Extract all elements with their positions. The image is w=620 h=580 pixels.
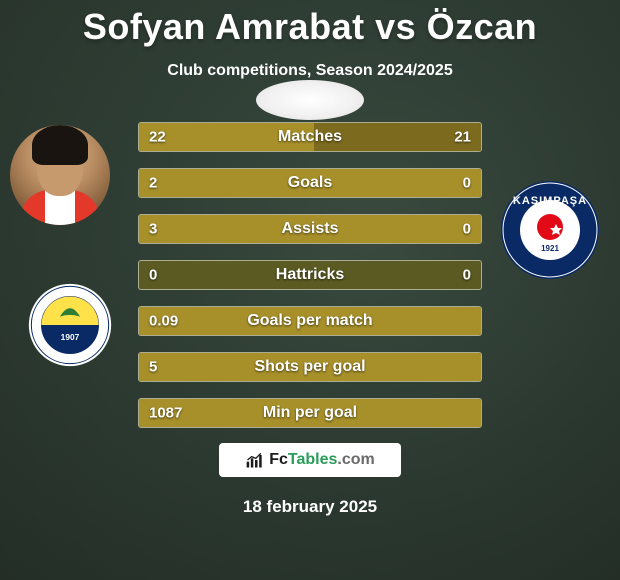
- stat-row: 1087 Min per goal: [138, 398, 482, 428]
- stat-row: 0.09 Goals per match: [138, 306, 482, 336]
- svg-text:1907: 1907: [61, 332, 80, 342]
- date-label: 18 february 2025: [243, 497, 377, 517]
- svg-text:1921: 1921: [541, 244, 559, 253]
- fctables-logo: FcTables.com: [219, 443, 401, 477]
- stat-value-left: 5: [149, 359, 157, 376]
- stat-value-right: 0: [463, 175, 471, 192]
- stat-row: 2 0 Goals: [138, 168, 482, 198]
- stat-value-left: 2: [149, 175, 157, 192]
- stat-value-left: 3: [149, 221, 157, 238]
- comparison-card: Sofyan Amrabat vs Özcan Club competition…: [0, 0, 620, 580]
- stat-row: 0 0 Hattricks: [138, 260, 482, 290]
- stat-row: 3 0 Assists: [138, 214, 482, 244]
- stat-value-left: 0: [149, 267, 157, 284]
- stat-row: 22 21 Matches: [138, 122, 482, 152]
- club-badge-left: 1907: [28, 283, 112, 367]
- stat-label: Hattricks: [276, 266, 344, 284]
- stat-row: 5 Shots per goal: [138, 352, 482, 382]
- stat-label: Matches: [278, 128, 342, 146]
- kasimpasa-badge-icon: KASIMPAŞA 1921: [500, 180, 600, 280]
- stat-value-right: 21: [454, 129, 471, 146]
- fenerbahce-badge-icon: 1907: [28, 283, 112, 367]
- stat-label: Assists: [282, 220, 339, 238]
- stat-label: Min per goal: [263, 404, 357, 422]
- stat-value-left: 0.09: [149, 313, 178, 330]
- club-badge-right: KASIMPAŞA 1921: [500, 180, 600, 280]
- stat-label: Goals per match: [247, 312, 372, 330]
- stat-label: Goals: [288, 174, 332, 192]
- stat-label: Shots per goal: [254, 358, 365, 376]
- logo-text: FcTables.com: [269, 451, 375, 469]
- stat-value-right: 0: [463, 267, 471, 284]
- stat-value-left: 1087: [149, 405, 182, 422]
- chart-icon: [245, 450, 265, 470]
- player-right-avatar: [256, 80, 364, 120]
- stat-value-left: 22: [149, 129, 166, 146]
- stat-value-right: 0: [463, 221, 471, 238]
- stats-chart: 22 21 Matches 2 0 Goals 3 0 Assists 0 0 Hattricks 0.…: [138, 122, 482, 444]
- page-title: Sofyan Amrabat vs Özcan: [83, 6, 537, 48]
- svg-text:KASIMPAŞA: KASIMPAŞA: [513, 195, 587, 207]
- player-left-avatar: [10, 125, 110, 225]
- subtitle: Club competitions, Season 2024/2025: [167, 62, 452, 80]
